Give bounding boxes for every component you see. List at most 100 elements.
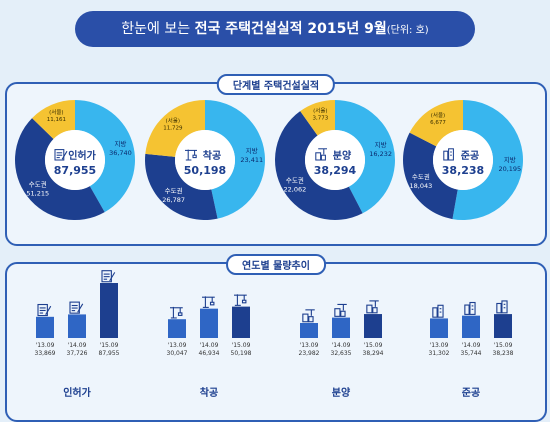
bar (494, 314, 512, 338)
buildings-icon (432, 304, 444, 318)
yearly-panel-label: 연도별 물량추이 (226, 254, 326, 275)
bar-group-name: 착공 (200, 386, 218, 399)
donut-slice-seoul (145, 100, 205, 157)
donut-slice-local (335, 100, 395, 214)
donut-slice-capital (14, 118, 105, 221)
seoul-label: (서울) (49, 108, 63, 116)
seoul-value-label: 6,677 (430, 120, 446, 126)
bar (430, 318, 448, 338)
local-value-label: 16,232 (369, 150, 392, 158)
donut-total: 38,294 (314, 164, 357, 177)
bar-group-name: 분양 (332, 387, 351, 399)
title-main: 전국 주택건설실적 2015년 9월 (194, 21, 387, 37)
capital-value-label: 22,062 (284, 186, 307, 194)
building-crane-icon (315, 148, 328, 161)
seoul-label: (서울) (313, 106, 327, 114)
bar-category-label: '14.09 (68, 342, 87, 349)
bar-category-label: '14.09 (462, 342, 481, 349)
donut-name: 준공 (461, 150, 479, 162)
bar (200, 308, 218, 338)
donut-total: 50,198 (184, 164, 226, 177)
capital-label: 수도권 (286, 177, 304, 185)
stage-panel-label: 단계별 주택건설실적 (216, 74, 336, 95)
donut-slice-local (75, 100, 136, 213)
capital-value-label: 51,215 (26, 190, 49, 198)
bar (168, 319, 186, 338)
local-label: 지방 (246, 146, 258, 155)
seoul-value-label: 11,161 (47, 117, 66, 123)
bar (232, 306, 250, 338)
donut-slice-seoul (300, 100, 335, 136)
local-label: 지방 (504, 155, 516, 164)
donut-slice-seoul (409, 100, 463, 147)
donut-slice-capital (275, 111, 363, 220)
bar (364, 314, 382, 338)
bar-value-label: 87,955 (99, 350, 120, 357)
capital-value-label: 26,787 (162, 196, 185, 204)
bar-value-label: 46,934 (199, 350, 220, 357)
donut-center (433, 130, 493, 190)
bar-value-label: 33,869 (35, 350, 56, 357)
bar-category-label: '13.09 (430, 342, 449, 349)
bar-category-label: '14.09 (200, 342, 219, 349)
building-crane-icon (366, 300, 379, 314)
page-title: 한눈에 보는 전국 주택건설실적 2015년 9월(단위: 호) (75, 11, 475, 47)
bar-value-label: 30,047 (167, 350, 188, 357)
bar-category-label: '15.09 (494, 342, 513, 349)
seoul-label: (서울) (166, 116, 180, 124)
local-label: 지방 (375, 140, 387, 149)
bar-value-label: 23,982 (299, 350, 320, 357)
donut-total: 87,955 (54, 164, 96, 177)
permit-document-icon (69, 301, 84, 314)
buildings-icon (443, 148, 454, 161)
buildings-icon (496, 300, 508, 314)
donut-slice-seoul (32, 100, 75, 140)
donut-slice-capital (403, 132, 458, 220)
donut-name: 착공 (203, 149, 221, 162)
title-prefix: 한눈에 보는 (121, 21, 191, 37)
bar-value-label: 38,238 (493, 350, 514, 357)
bar-value-label: 35,744 (461, 350, 482, 357)
donut-slice-local (452, 100, 523, 220)
bar-value-label: 32,635 (331, 350, 352, 357)
local-label: 지방 (114, 139, 126, 148)
donut-total: 38,238 (442, 164, 484, 177)
capital-label: 수도권 (412, 173, 430, 181)
crane-icon (170, 306, 183, 319)
yearly-panel: 연도별 물량추이 (5, 254, 547, 422)
bar (300, 323, 318, 338)
bar-category-label: '13.09 (168, 342, 187, 349)
bar (68, 314, 86, 338)
crane-icon (234, 294, 247, 306)
donut-slice-capital (145, 153, 218, 221)
local-value-label: 36,740 (109, 149, 132, 157)
donut-name: 분양 (333, 150, 352, 162)
bar (100, 283, 118, 338)
building-crane-icon (334, 303, 347, 317)
local-value-label: 20,195 (498, 165, 521, 173)
permit-document-icon (101, 270, 116, 283)
bar-category-label: '15.09 (232, 342, 251, 349)
crane-icon (185, 149, 198, 161)
bar (36, 316, 54, 338)
bar-category-label: '14.09 (332, 342, 351, 349)
permit-document-icon (37, 303, 52, 317)
crane-icon (202, 296, 215, 308)
bar-value-label: 37,726 (67, 350, 88, 357)
seoul-value-label: 3,773 (313, 115, 329, 121)
building-crane-icon (302, 309, 315, 323)
bar-category-label: '13.09 (300, 342, 319, 349)
donut-name: 인허가 (68, 149, 96, 162)
seoul-label: (서울) (431, 111, 445, 119)
bar-group-name: 인허가 (63, 386, 91, 399)
donut-center (175, 130, 235, 190)
donut-slice-local (205, 100, 266, 219)
bar-value-label: 31,302 (429, 350, 450, 357)
local-value-label: 23,411 (240, 156, 263, 164)
